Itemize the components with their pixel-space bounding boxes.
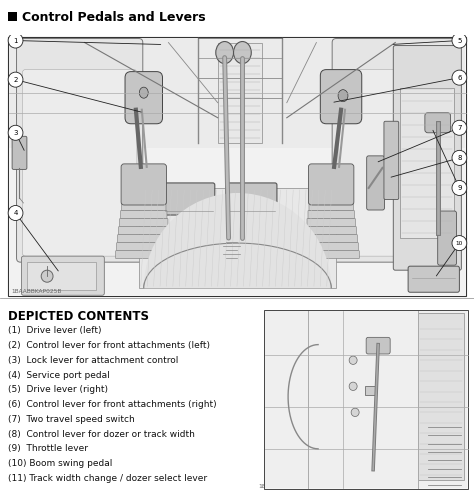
Bar bbox=[27, 262, 96, 290]
FancyBboxPatch shape bbox=[367, 156, 384, 210]
FancyBboxPatch shape bbox=[306, 227, 356, 235]
FancyBboxPatch shape bbox=[117, 243, 171, 250]
Bar bbox=[139, 188, 336, 288]
Circle shape bbox=[452, 236, 467, 250]
FancyBboxPatch shape bbox=[332, 38, 458, 262]
Text: (3)  Lock lever for attachment control: (3) Lock lever for attachment control bbox=[8, 356, 178, 365]
Text: 10: 10 bbox=[456, 241, 463, 246]
Circle shape bbox=[8, 33, 23, 48]
Ellipse shape bbox=[216, 41, 234, 64]
Circle shape bbox=[8, 206, 23, 220]
FancyBboxPatch shape bbox=[12, 136, 27, 170]
Bar bbox=[218, 42, 262, 143]
Circle shape bbox=[452, 150, 467, 165]
Text: 6: 6 bbox=[457, 74, 462, 81]
FancyBboxPatch shape bbox=[438, 211, 456, 265]
Ellipse shape bbox=[139, 87, 148, 98]
Text: 5: 5 bbox=[457, 37, 462, 43]
Text: 7: 7 bbox=[457, 125, 462, 131]
FancyBboxPatch shape bbox=[17, 38, 143, 262]
Text: 3: 3 bbox=[13, 130, 18, 136]
Circle shape bbox=[8, 72, 23, 87]
FancyBboxPatch shape bbox=[226, 183, 277, 215]
FancyBboxPatch shape bbox=[125, 71, 163, 124]
Text: 1: 1 bbox=[13, 37, 18, 43]
Circle shape bbox=[349, 356, 357, 364]
Text: 1BAABBKAP003A: 1BAABBKAP003A bbox=[258, 484, 311, 489]
Wedge shape bbox=[144, 193, 331, 288]
Circle shape bbox=[452, 33, 467, 48]
FancyBboxPatch shape bbox=[320, 70, 362, 124]
FancyBboxPatch shape bbox=[338, 70, 453, 256]
Text: 9: 9 bbox=[457, 185, 462, 191]
FancyBboxPatch shape bbox=[164, 183, 215, 215]
FancyBboxPatch shape bbox=[119, 218, 168, 227]
Text: (7)  Two travel speed switch: (7) Two travel speed switch bbox=[8, 415, 135, 424]
Bar bbox=[400, 88, 455, 238]
Circle shape bbox=[8, 125, 23, 141]
Circle shape bbox=[349, 382, 357, 390]
FancyBboxPatch shape bbox=[21, 256, 104, 295]
Text: (9)  Throttle lever: (9) Throttle lever bbox=[8, 445, 88, 454]
Ellipse shape bbox=[234, 41, 251, 64]
Text: (4)  Service port pedal: (4) Service port pedal bbox=[8, 371, 110, 380]
FancyBboxPatch shape bbox=[118, 235, 170, 243]
FancyBboxPatch shape bbox=[121, 164, 166, 205]
Bar bbox=[8, 12, 17, 21]
Text: (5)  Drive lever (right): (5) Drive lever (right) bbox=[8, 386, 108, 394]
Text: (8)  Control lever for dozer or track width: (8) Control lever for dozer or track wid… bbox=[8, 430, 195, 439]
Circle shape bbox=[351, 408, 359, 417]
FancyBboxPatch shape bbox=[366, 337, 390, 354]
Text: (1)  Drive lever (left): (1) Drive lever (left) bbox=[8, 326, 101, 335]
Text: (10) Boom swing pedal: (10) Boom swing pedal bbox=[8, 459, 112, 468]
FancyBboxPatch shape bbox=[121, 203, 166, 211]
Circle shape bbox=[452, 70, 467, 85]
Bar bbox=[9, 37, 465, 148]
Text: 8: 8 bbox=[457, 155, 462, 161]
FancyBboxPatch shape bbox=[120, 211, 167, 218]
FancyBboxPatch shape bbox=[308, 211, 355, 218]
FancyBboxPatch shape bbox=[118, 227, 169, 235]
FancyBboxPatch shape bbox=[384, 121, 399, 200]
FancyBboxPatch shape bbox=[309, 164, 354, 205]
Circle shape bbox=[452, 180, 467, 195]
Circle shape bbox=[41, 270, 53, 282]
Text: 4: 4 bbox=[13, 210, 18, 216]
FancyBboxPatch shape bbox=[22, 70, 137, 256]
Text: 1BAABBKAP025B: 1BAABBKAP025B bbox=[11, 289, 62, 294]
Ellipse shape bbox=[338, 90, 348, 102]
FancyBboxPatch shape bbox=[116, 250, 172, 259]
FancyBboxPatch shape bbox=[425, 113, 450, 133]
Text: (2)  Control lever for front attachments (left): (2) Control lever for front attachments … bbox=[8, 341, 210, 350]
FancyBboxPatch shape bbox=[393, 45, 461, 270]
FancyBboxPatch shape bbox=[206, 201, 237, 240]
FancyBboxPatch shape bbox=[304, 243, 358, 250]
Text: (11) Track width change / dozer select lever: (11) Track width change / dozer select l… bbox=[8, 474, 207, 483]
Circle shape bbox=[452, 120, 467, 135]
FancyBboxPatch shape bbox=[303, 250, 359, 259]
Text: DEPICTED CONTENTS: DEPICTED CONTENTS bbox=[8, 310, 149, 323]
Text: (6)  Control lever for front attachments (right): (6) Control lever for front attachments … bbox=[8, 400, 217, 409]
FancyBboxPatch shape bbox=[408, 266, 459, 292]
FancyBboxPatch shape bbox=[307, 218, 356, 227]
Text: Control Pedals and Levers: Control Pedals and Levers bbox=[22, 10, 206, 24]
FancyBboxPatch shape bbox=[309, 203, 353, 211]
FancyBboxPatch shape bbox=[305, 235, 357, 243]
Bar bbox=[365, 387, 375, 394]
Text: 2: 2 bbox=[13, 76, 18, 83]
Bar bbox=[9, 148, 465, 296]
Bar bbox=[418, 314, 464, 480]
